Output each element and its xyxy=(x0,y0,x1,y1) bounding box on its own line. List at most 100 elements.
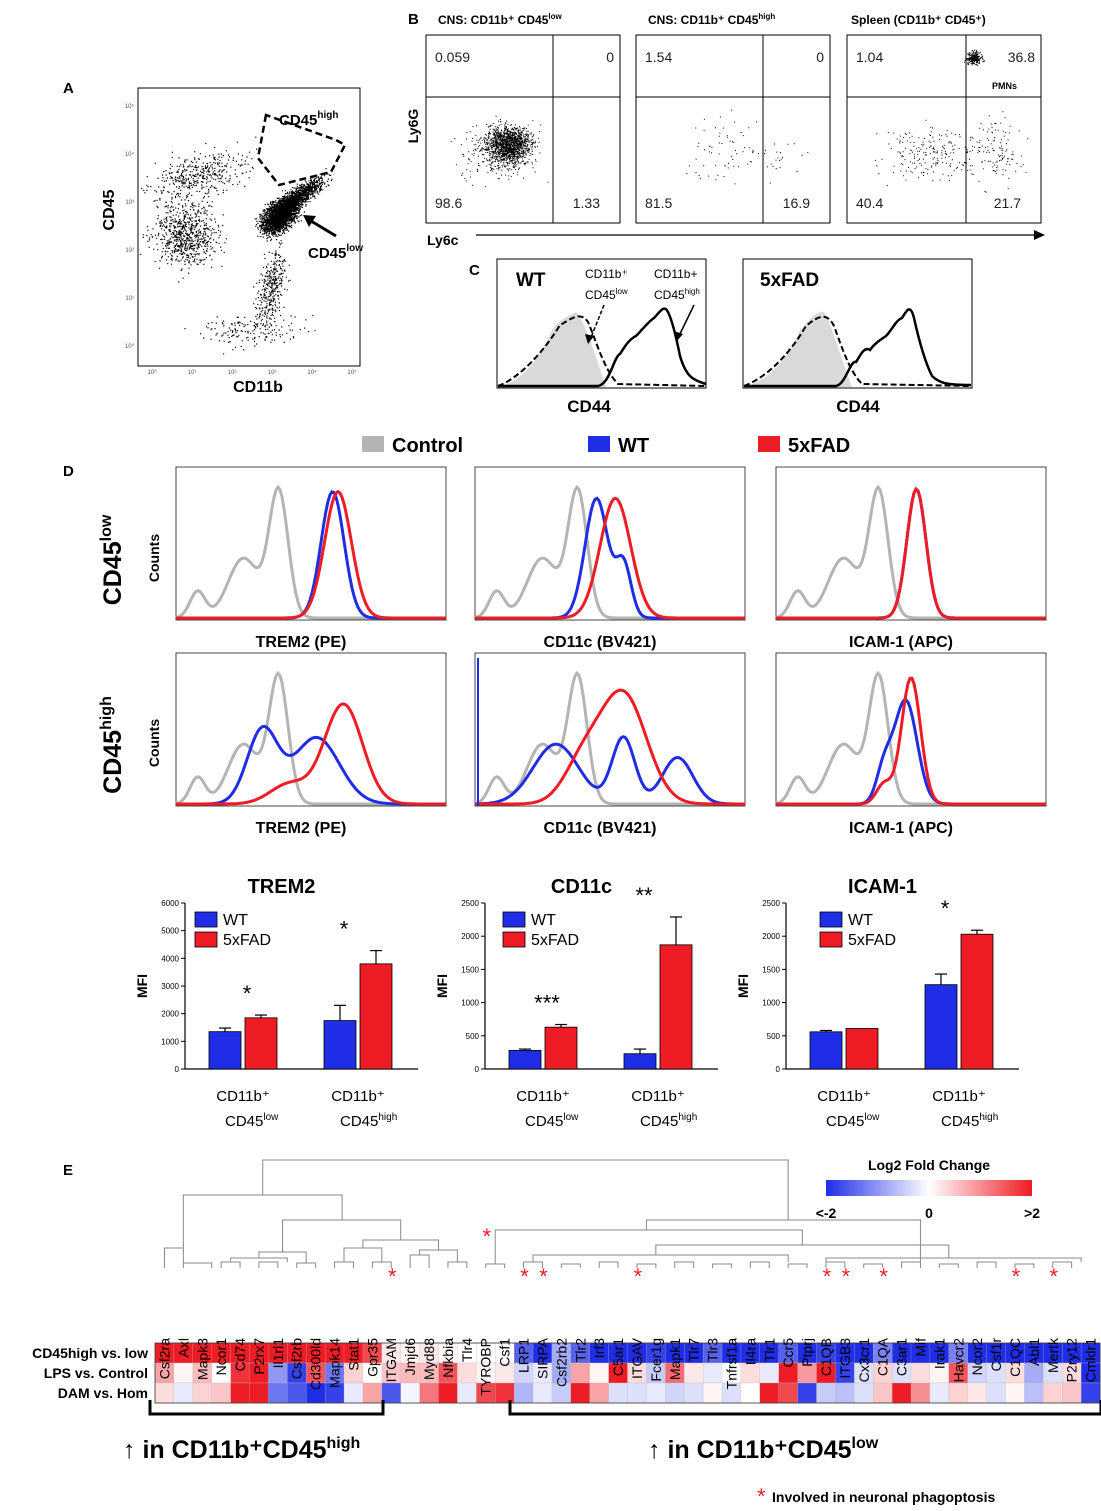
heatmap-column-label: Nfkbia xyxy=(440,1338,456,1378)
histogram-d: CD11c (BV421) xyxy=(474,652,746,837)
panel-b-plot-title: Spleen (CD11b⁺ CD45⁺) xyxy=(851,13,986,27)
histogram-x-axis-label: CD11c (BV421) xyxy=(544,634,657,651)
panel-b-x-axis-label: Ly6c xyxy=(427,232,459,248)
panel-b-event-dots xyxy=(450,115,549,188)
heatmap-column-label: P2ry12 xyxy=(1064,1338,1080,1383)
panel-a-ticks: 10⁵ 10⁴ 10³ 10² 10¹ 10⁰ 10⁰ 10¹ 10² 10³ 10⁴ 10⁵ xyxy=(125,103,357,376)
bar-chart: CD11c05001000150020002500MFI*****WT5xFAD… xyxy=(434,876,718,1130)
heatmap-legend-gradient xyxy=(826,1180,1032,1196)
panel-a-x-tick: 10⁵ xyxy=(347,369,357,376)
histogram-c-wt-high-curve xyxy=(498,307,707,388)
bar-chart-y-tick-label: 6000 xyxy=(161,899,179,908)
bar-chart-legend-label: 5xFAD xyxy=(531,932,579,949)
bar-chart-category-line2: CD45high xyxy=(340,1112,397,1130)
heatmap-cell xyxy=(362,1382,383,1404)
bar-chart-y-tick-label: 500 xyxy=(767,1032,781,1041)
quadrant-lower-right-value: 1.33 xyxy=(573,195,600,211)
histogram-x-axis-label: ICAM-1 (APC) xyxy=(849,634,953,651)
histogram-5xfad-curve xyxy=(176,489,446,620)
panel-b-y-axis-label: Ly6G xyxy=(405,109,421,144)
legend-label-5xfad: 5xFAD xyxy=(788,435,850,457)
heatmap-cell xyxy=(778,1382,799,1404)
histogram-x-axis-label: TREM2 (PE) xyxy=(256,634,347,651)
panel-b-plot: CNS: CD11b⁺ CD45low 0.059 0 98.6 1.33 xyxy=(425,12,621,224)
panel-label-a: A xyxy=(63,80,74,97)
quadrant-upper-left-value: 0.059 xyxy=(435,49,470,65)
bar-chart-title: ICAM-1 xyxy=(848,876,917,898)
quadrant-upper-left-value: 1.04 xyxy=(856,49,883,65)
bar-wt xyxy=(924,984,958,1070)
phagoptosis-marker: * xyxy=(634,1264,643,1289)
heatmap-column-label: Csf1r xyxy=(988,1338,1004,1372)
heatmap-cell xyxy=(154,1382,175,1404)
histogram-d-frame xyxy=(775,652,1047,807)
histogram-c-wt-ann2-arrow xyxy=(677,304,695,339)
histogram-c-wt-label: WT xyxy=(516,270,546,291)
gate-high-label: CD45high xyxy=(279,110,338,129)
heatmap-legend-title: Log2 Fold Change xyxy=(868,1157,990,1173)
bar-chart-legend-label: WT xyxy=(531,912,556,929)
panel-d: D Control WT 5xFAD CD45low Counts CD45hi… xyxy=(63,435,1047,1130)
bar-chart-y-tick-label: 0 xyxy=(776,1065,781,1074)
heatmap-cell xyxy=(759,1382,780,1404)
panel-a-y-tick: 10⁰ xyxy=(125,343,135,350)
bar-chart-category-line1: CD11b⁺ xyxy=(216,1088,270,1105)
panel-a-y-tick: 10⁴ xyxy=(125,151,135,158)
bar-chart-y-tick-label: 2500 xyxy=(461,899,479,908)
histogram-c-5xfad-label: 5xFAD xyxy=(760,270,819,291)
panel-label-c: C xyxy=(469,262,480,279)
heatmap-cell xyxy=(684,1382,704,1404)
histogram-c-wt-isotype xyxy=(498,312,606,387)
phagoptosis-marker: * xyxy=(482,1224,491,1249)
panel-a-y-axis-label: CD45 xyxy=(101,189,118,230)
legend-swatch-wt xyxy=(588,436,610,452)
significance-marker: * xyxy=(243,981,252,1006)
histogram-x-axis-label: TREM2 (PE) xyxy=(256,820,347,837)
heatmap-column-label: Mapk1 xyxy=(667,1338,683,1380)
bar-wt xyxy=(508,1050,542,1070)
bar-chart-y-tick-label: 0 xyxy=(175,1065,180,1074)
bar-wt xyxy=(208,1031,242,1070)
bar-5xfad xyxy=(845,1028,879,1070)
panel-a-y-tick: 10¹ xyxy=(125,296,134,302)
histogram-c-wt-low-curve xyxy=(497,315,706,387)
heatmap-cell xyxy=(211,1382,232,1404)
heatmap-cell xyxy=(967,1382,988,1404)
heatmap-cell xyxy=(740,1382,761,1404)
panel-label-b: B xyxy=(408,11,419,28)
heatmap-cell xyxy=(1043,1382,1063,1404)
pmns-annotation: PMNs xyxy=(992,81,1017,91)
histogram-c-wt-frame xyxy=(496,258,707,389)
histogram-wt-curve xyxy=(176,724,446,806)
bar-chart-category-line1: CD11b⁺ xyxy=(331,1088,385,1105)
footnote-star: * xyxy=(757,1484,766,1509)
heatmap-cell xyxy=(343,1382,364,1404)
heatmap-column-label: Mapk14 xyxy=(327,1338,343,1388)
heatmap-cell xyxy=(1080,1382,1101,1404)
histogram-x-axis-label: ICAM-1 (APC) xyxy=(849,820,953,837)
histogram-c-wt-ann2-line1: CD11b+ xyxy=(654,267,697,281)
bar-chart-y-tick-label: 1000 xyxy=(461,999,479,1008)
heatmap-cell xyxy=(797,1382,817,1404)
bar-chart-category-line2: CD45low xyxy=(826,1112,880,1130)
heatmap-column-label: Csf2rb2 xyxy=(553,1338,569,1387)
histogram-control-curve xyxy=(474,670,745,806)
heatmap-column-label: Havcr2 xyxy=(950,1338,966,1383)
panel-a: A 10⁵ 10⁴ 10³ 10² 10¹ 10⁰ 10⁰ 10¹ 10² 10³ 10⁴ 10⁵ C… xyxy=(63,80,363,396)
heatmap-column-label: Myd88 xyxy=(421,1338,437,1380)
heatmap-column-label: Il4ra xyxy=(742,1338,758,1365)
heatmap-cell xyxy=(513,1382,534,1404)
heatmap-column-label: Mertk xyxy=(1045,1337,1061,1373)
histogram-c-wt-ann1-line2: CD45low xyxy=(585,287,628,302)
heatmap-column-label: Ccr5 xyxy=(780,1338,796,1368)
phagoptosis-marker: * xyxy=(539,1264,548,1289)
heatmap-column-label: Cd300ld xyxy=(308,1338,324,1390)
bar-chart-category-line2: CD45high xyxy=(640,1112,697,1130)
bar-chart: ICAM-1 0 500 1000 1500 2000 2500 MFI * WT 5xFAD CD1… xyxy=(735,876,1019,1130)
bracket-left xyxy=(148,1400,385,1416)
panel-a-x-axis-label: CD11b xyxy=(233,379,283,396)
dendrogram-lines xyxy=(163,1159,1082,1268)
heatmap-cell xyxy=(835,1382,855,1404)
heatmap-cell xyxy=(495,1382,515,1404)
